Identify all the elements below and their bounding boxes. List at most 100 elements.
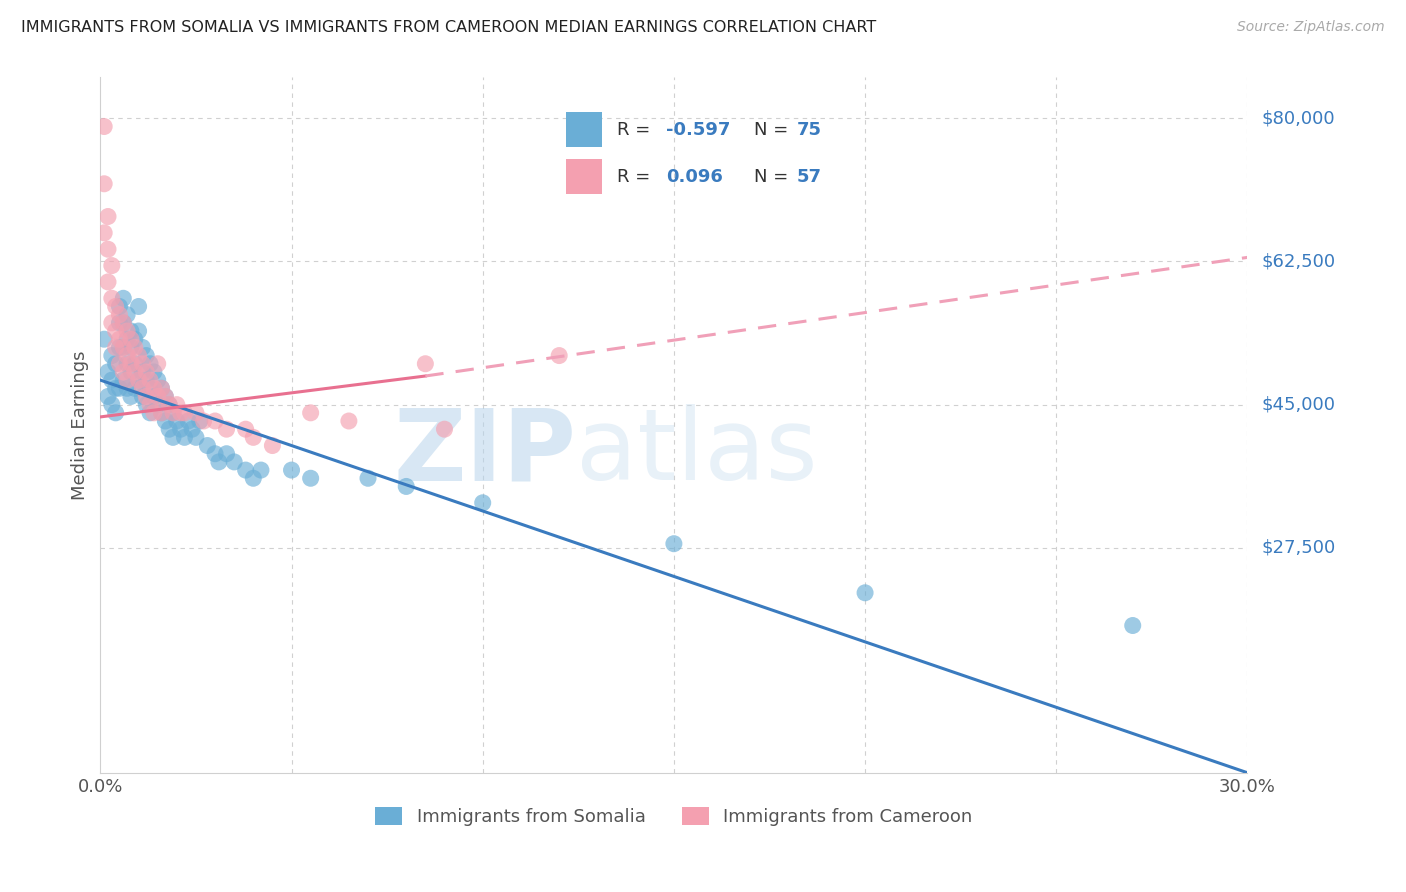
Point — [131, 389, 153, 403]
Point — [128, 300, 150, 314]
Point — [184, 430, 207, 444]
Point — [120, 324, 142, 338]
Point — [112, 291, 135, 305]
Point — [1122, 618, 1144, 632]
Point — [135, 398, 157, 412]
Point — [235, 422, 257, 436]
Point — [242, 430, 264, 444]
Point — [131, 365, 153, 379]
Point — [120, 365, 142, 379]
Point — [93, 226, 115, 240]
Point — [224, 455, 246, 469]
Point — [128, 373, 150, 387]
Point — [169, 422, 191, 436]
Point — [120, 389, 142, 403]
Point — [162, 406, 184, 420]
Point — [280, 463, 302, 477]
Point — [299, 406, 322, 420]
Point — [101, 291, 124, 305]
Text: ZIP: ZIP — [394, 404, 576, 501]
Point — [120, 332, 142, 346]
Point — [146, 357, 169, 371]
Point — [108, 381, 131, 395]
Point — [112, 316, 135, 330]
Point — [101, 398, 124, 412]
Point — [135, 349, 157, 363]
Point — [104, 324, 127, 338]
Point — [139, 373, 162, 387]
Point — [173, 430, 195, 444]
Point — [177, 414, 200, 428]
Point — [104, 300, 127, 314]
Point — [162, 430, 184, 444]
Point — [166, 398, 188, 412]
Point — [108, 357, 131, 371]
Point — [139, 357, 162, 371]
Point — [415, 357, 437, 371]
Point — [115, 349, 138, 363]
Point — [115, 308, 138, 322]
Point — [108, 308, 131, 322]
Point — [135, 373, 157, 387]
Point — [101, 316, 124, 330]
Text: $45,000: $45,000 — [1261, 396, 1336, 414]
Point — [108, 300, 131, 314]
Point — [112, 316, 135, 330]
Point — [108, 316, 131, 330]
Point — [204, 447, 226, 461]
Point — [115, 324, 138, 338]
Point — [135, 389, 157, 403]
Point — [157, 398, 180, 412]
Point — [139, 398, 162, 412]
Y-axis label: Median Earnings: Median Earnings — [72, 351, 89, 500]
Point — [93, 332, 115, 346]
Point — [135, 365, 157, 379]
Point — [146, 389, 169, 403]
Point — [155, 414, 177, 428]
Point — [97, 210, 120, 224]
Text: atlas: atlas — [576, 404, 818, 501]
Text: $62,500: $62,500 — [1261, 252, 1336, 270]
Point — [157, 422, 180, 436]
Point — [146, 398, 169, 412]
Point — [142, 406, 165, 420]
Point — [112, 340, 135, 354]
Point — [204, 414, 226, 428]
Point — [108, 332, 131, 346]
Point — [139, 381, 162, 395]
Point — [166, 414, 188, 428]
Point — [215, 447, 238, 461]
Point — [433, 422, 456, 436]
Point — [188, 414, 211, 428]
Point — [128, 349, 150, 363]
Point — [128, 324, 150, 338]
Text: $80,000: $80,000 — [1261, 110, 1334, 128]
Point — [101, 349, 124, 363]
Point — [131, 357, 153, 371]
Point — [93, 120, 115, 134]
Point — [115, 381, 138, 395]
Point — [162, 406, 184, 420]
Point — [115, 373, 138, 387]
Point — [357, 471, 380, 485]
Point — [139, 406, 162, 420]
Point — [184, 406, 207, 420]
Point — [150, 406, 173, 420]
Point — [97, 242, 120, 256]
Point — [104, 406, 127, 420]
Point — [242, 471, 264, 485]
Point — [104, 381, 127, 395]
Point — [853, 586, 876, 600]
Point — [142, 381, 165, 395]
Legend: Immigrants from Somalia, Immigrants from Cameroon: Immigrants from Somalia, Immigrants from… — [368, 799, 980, 833]
Point — [208, 455, 231, 469]
Point — [124, 357, 146, 371]
Point — [337, 414, 360, 428]
Point — [193, 414, 215, 428]
Point — [108, 340, 131, 354]
Point — [124, 365, 146, 379]
Point — [115, 357, 138, 371]
Text: IMMIGRANTS FROM SOMALIA VS IMMIGRANTS FROM CAMEROON MEDIAN EARNINGS CORRELATION : IMMIGRANTS FROM SOMALIA VS IMMIGRANTS FR… — [21, 20, 876, 35]
Point — [93, 177, 115, 191]
Point — [124, 381, 146, 395]
